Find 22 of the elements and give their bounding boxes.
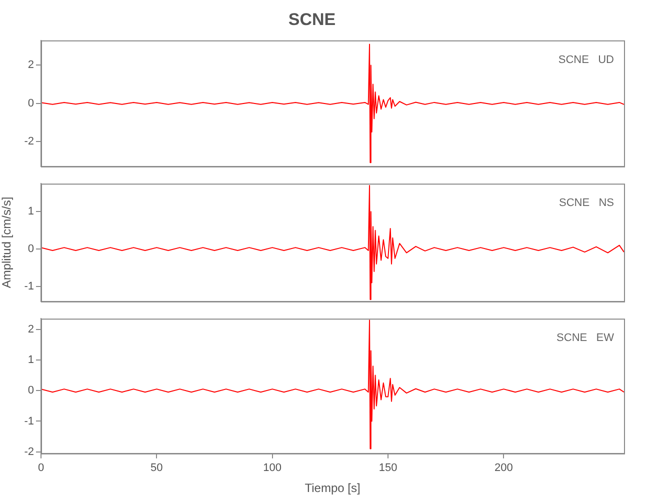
y-axis-title: Amplitud [cm/s/s] (0, 196, 14, 288)
x-tick-label: 150 (378, 462, 398, 474)
y-tick-label: 1 (28, 354, 34, 366)
x-tick-label: 100 (263, 462, 282, 474)
annotation: SCNE EW (556, 332, 615, 344)
x-axis-title: Tiempo [s] (304, 481, 360, 496)
annotation: SCNE UD (558, 54, 614, 66)
y-tick-label: 1 (28, 206, 34, 218)
y-tick-label: -2 (24, 446, 34, 458)
y-tick-label: 2 (28, 59, 34, 72)
x-tick-label: 200 (494, 462, 513, 474)
y-tick-label: -1 (24, 415, 34, 428)
y-tick-label: 0 (28, 243, 34, 256)
y-tick-label: -2 (24, 136, 34, 148)
annotation: SCNE NS (558, 197, 614, 210)
x-tick-label: 0 (38, 462, 44, 474)
chart-title: SCNE (288, 10, 336, 29)
y-tick-label: 0 (28, 384, 34, 397)
y-tick-label: 2 (28, 323, 34, 336)
y-tick-label: -1 (24, 280, 34, 292)
y-tick-label: 0 (28, 97, 34, 110)
x-tick-label: 50 (150, 462, 163, 474)
